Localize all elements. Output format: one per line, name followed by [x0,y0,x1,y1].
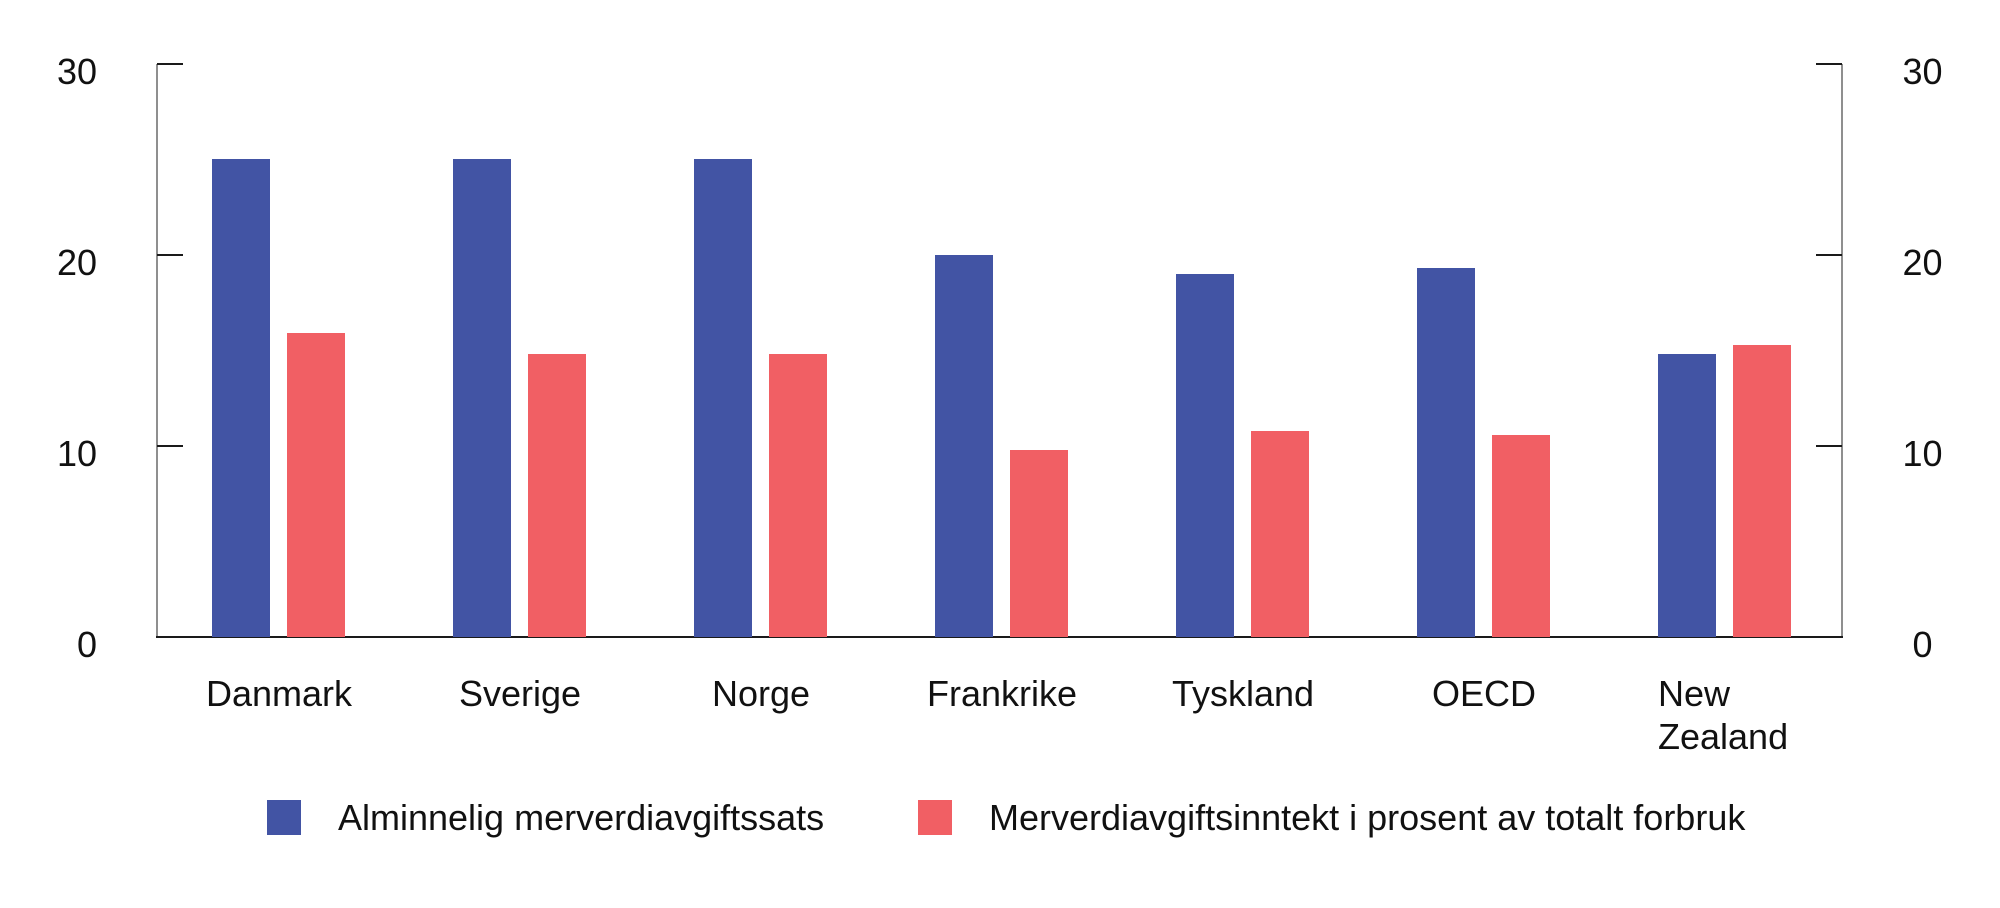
revenue-bar-danmark [287,333,345,637]
y-axis-right-tick-label: 20 [1902,242,1943,283]
y-axis-left-tick [157,254,183,256]
revenue-bar-new-zealand [1733,345,1791,637]
revenue-bar-oecd [1492,435,1550,637]
y-axis-right-tick [1816,445,1842,447]
legend-label-revenue-series: Merverdiavgiftsinntekt i prosent av tota… [989,797,1746,838]
y-axis-left-tick [157,445,183,447]
y-axis-right-tick-label: 0 [1912,624,1933,665]
revenue-bar-tyskland [1251,431,1309,637]
rate-bar-new-zealand [1658,354,1716,637]
rate-bar-oecd [1417,268,1475,637]
x-axis-baseline [156,636,1843,638]
y-axis-left-tick-label: 20 [56,242,97,283]
y-axis-right-tick-label: 30 [1902,51,1943,92]
rate-bar-sverige [453,159,511,637]
x-axis-label-sverige: Sverige [458,673,582,714]
rate-bar-tyskland [1176,274,1234,637]
legend-swatch-rate-series [267,800,301,835]
y-axis-right-tick-label: 10 [1902,433,1943,474]
x-axis-label-tyskland: Tyskland [1171,673,1315,714]
y-axis-left-tick-label: 30 [56,51,97,92]
revenue-bar-norge [769,354,827,637]
revenue-bar-frankrike [1010,450,1068,637]
y-axis-left-tick-label: 0 [76,624,97,665]
rate-bar-norge [694,159,752,637]
x-axis-label-norge: Norge [711,673,811,714]
x-axis-label-danmark: Danmark [205,673,353,714]
revenue-bar-sverige [528,354,586,637]
legend-label-rate-series: Alminnelig merverdiavgiftssats [338,797,825,838]
rate-bar-danmark [212,159,270,637]
y-axis-left-line [156,64,158,637]
x-axis-label-oecd: OECD [1431,673,1536,714]
x-axis-label-frankrike: Frankrike [926,673,1078,714]
y-axis-right-tick [1816,254,1842,256]
legend-swatch-revenue-series [918,800,952,835]
rate-bar-frankrike [935,255,993,637]
y-axis-left-tick [157,63,183,65]
x-axis-label-new-zealand: New Zealand [1658,673,1789,757]
y-axis-left-tick-label: 10 [56,433,97,474]
y-axis-right-line [1841,64,1843,637]
y-axis-right-tick [1816,63,1842,65]
